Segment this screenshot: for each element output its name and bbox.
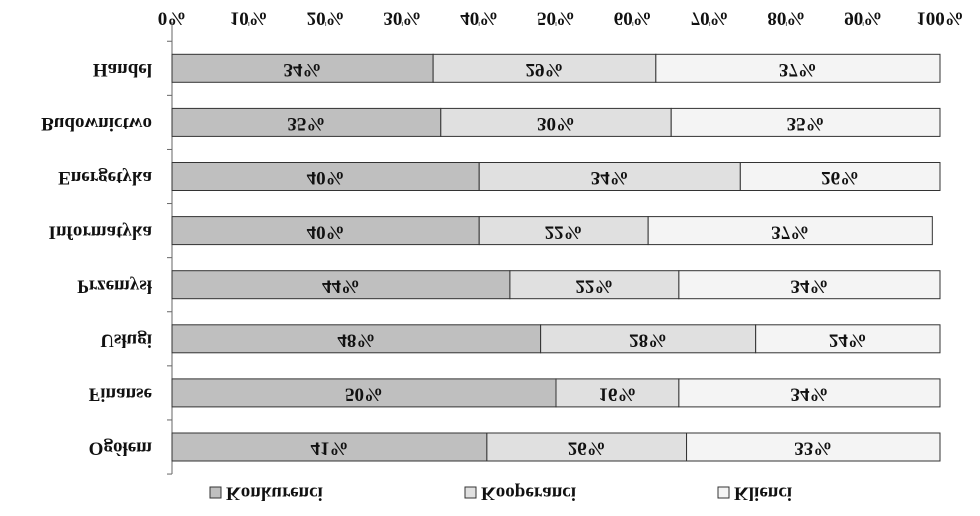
value-label: 26% [821,167,859,188]
x-tick-label: 90% [844,8,882,29]
bar-segment [655,53,941,83]
bar-segment [478,216,649,246]
bar-segment [440,107,672,137]
value-label: 24% [829,329,867,350]
bar-segment [171,270,511,300]
y-tick-label: Przemysł [77,275,153,296]
value-label: 40% [307,221,345,242]
x-tick-label: 80% [767,8,805,29]
bar-segment [171,432,488,462]
x-tick-label: 20% [307,8,345,29]
legend-swatch [464,486,477,499]
x-tick-label: 40% [460,8,498,29]
value-label: 35% [787,113,825,134]
x-tick-label: 100% [916,8,964,29]
y-tick-label: Budownictwo [41,113,152,134]
value-label: 41% [310,438,348,459]
value-label: 33% [794,438,832,459]
value-label: 28% [629,329,667,350]
value-label: 16% [598,384,636,405]
y-tick-label: Energetyka [58,167,152,188]
bar-segment [686,432,941,462]
value-label: 35% [287,113,325,134]
bar-segment [171,378,557,408]
y-tick-label: Usługi [100,329,152,350]
x-tick-label: 50% [537,8,575,29]
value-label: 26% [568,438,606,459]
legend-label: Klienci [734,483,792,504]
bar-segment [678,378,941,408]
legend-label: Kooperanci [481,483,576,504]
legend-swatch [717,486,730,499]
y-tick-label: Finanse [89,384,152,405]
value-label: 37% [771,221,809,242]
bar-segment [478,162,741,191]
bar-segment [670,107,941,137]
bar-segment [486,432,688,462]
bar-segment [171,162,480,191]
value-label: 34% [790,275,828,296]
value-label: 34% [591,167,629,188]
value-label: 40% [307,167,345,188]
legend-swatch [209,486,222,499]
value-label: 44% [322,275,360,296]
bar-segment [540,324,757,354]
value-label: 50% [345,384,383,405]
bar-segment [171,107,442,137]
x-tick-label: 60% [614,8,652,29]
y-tick-label: Ogółem [89,438,152,459]
x-tick-label: 70% [691,8,729,29]
y-tick-label: Informatyka [49,221,153,242]
legend-label: Konkurenci [226,483,323,504]
y-tick-label: Handel [93,59,152,80]
value-label: 34% [284,59,322,80]
value-label: 34% [790,384,828,405]
value-label: 29% [525,59,563,80]
value-label: 22% [545,221,583,242]
value-label: 22% [575,275,613,296]
value-label: 37% [779,59,817,80]
value-label: 48% [337,329,375,350]
bar-segment [739,162,941,191]
bar-segment [509,270,680,300]
x-tick-label: 30% [383,8,421,29]
bar-segment [432,53,657,83]
value-label: 30% [537,113,575,134]
bar-segment [678,270,941,300]
bar-segment [755,324,941,354]
bar-segment [647,216,933,246]
x-tick-label: 10% [230,8,268,29]
x-tick-label: 0% [158,8,187,29]
